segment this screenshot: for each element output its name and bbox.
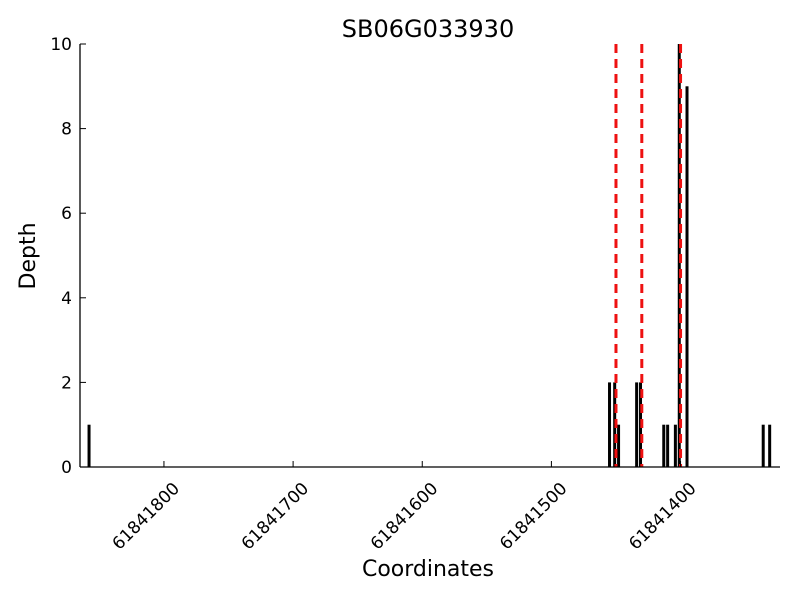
depth-bar: [87, 424, 91, 467]
y-tick-label: 10: [50, 35, 72, 55]
bar-group: [87, 44, 772, 468]
x-tick-label: 61841800: [109, 479, 184, 554]
y-tick-label: 0: [61, 458, 72, 478]
y-tick-label: 2: [61, 373, 72, 393]
x-axis-label: Coordinates: [362, 557, 494, 582]
y-tick-label: 4: [61, 289, 72, 309]
axes: [79, 44, 780, 468]
depth-bar: [761, 424, 765, 467]
depth-bar: [662, 424, 666, 467]
y-axis-label: Depth: [16, 222, 41, 289]
depth-bar: [673, 424, 677, 467]
depth-bar: [768, 424, 772, 467]
x-tick-label: 61841500: [496, 479, 571, 554]
y-tick-label: 8: [61, 120, 72, 140]
depth-bar: [635, 382, 639, 467]
depth-bar: [685, 86, 689, 468]
x-tick-label: 61841700: [238, 479, 313, 554]
depth-bar: [608, 382, 612, 467]
y-axis-ticks: 0 2 4 6 8 10: [50, 35, 86, 478]
y-tick-label: 6: [61, 204, 72, 224]
x-axis-ticks: 61841800 61841700 61841600 61841500 61841400: [109, 461, 701, 554]
chart-title: SB06G033930: [342, 15, 514, 43]
depth-bar: [666, 424, 670, 467]
x-tick-label: 61841400: [625, 479, 700, 554]
depth-bar: [617, 424, 621, 467]
marker-line-group: [614, 44, 683, 467]
x-tick-label: 61841600: [367, 479, 442, 554]
